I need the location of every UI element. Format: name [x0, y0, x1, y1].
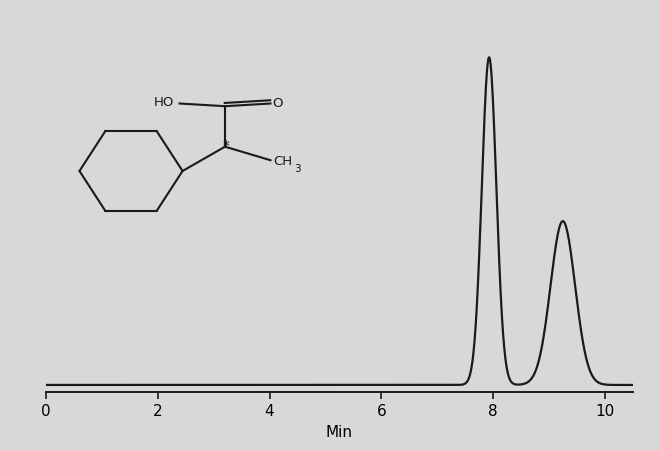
Text: O: O — [272, 97, 282, 110]
Text: *: * — [222, 139, 229, 153]
Text: HO: HO — [154, 96, 175, 108]
X-axis label: Min: Min — [326, 424, 353, 440]
Text: CH: CH — [273, 155, 292, 168]
Text: 3: 3 — [294, 164, 301, 174]
